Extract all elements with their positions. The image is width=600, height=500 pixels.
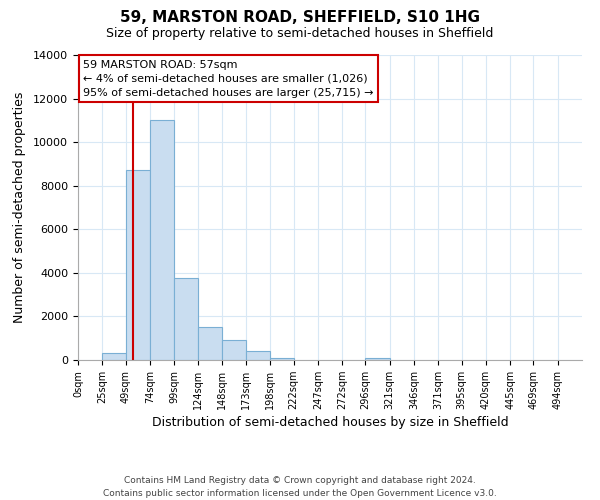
Bar [365, 358, 390, 360]
Bar [246, 352, 270, 360]
Text: Size of property relative to semi-detached houses in Sheffield: Size of property relative to semi-detach… [106, 28, 494, 40]
X-axis label: Distribution of semi-detached houses by size in Sheffield: Distribution of semi-detached houses by … [152, 416, 508, 429]
Y-axis label: Number of semi-detached properties: Number of semi-detached properties [13, 92, 26, 323]
Bar [174, 278, 199, 360]
Bar [150, 120, 174, 360]
Bar [102, 354, 125, 360]
Bar [199, 328, 222, 360]
Bar [222, 340, 246, 360]
Text: 59, MARSTON ROAD, SHEFFIELD, S10 1HG: 59, MARSTON ROAD, SHEFFIELD, S10 1HG [120, 10, 480, 25]
Text: Contains HM Land Registry data © Crown copyright and database right 2024.
Contai: Contains HM Land Registry data © Crown c… [103, 476, 497, 498]
Text: 59 MARSTON ROAD: 57sqm
← 4% of semi-detached houses are smaller (1,026)
95% of s: 59 MARSTON ROAD: 57sqm ← 4% of semi-deta… [83, 60, 374, 98]
Bar [125, 170, 150, 360]
Bar [270, 358, 293, 360]
